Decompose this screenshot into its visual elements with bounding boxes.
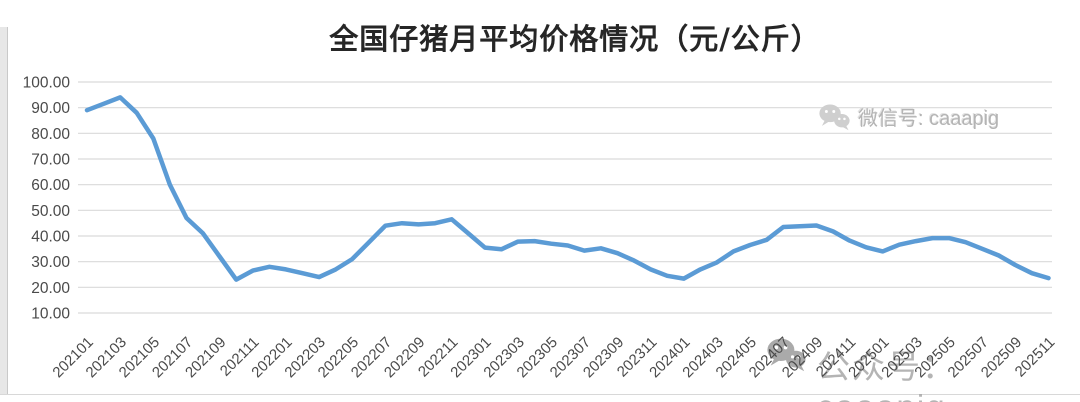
y-tick-label: 100.00 [23, 75, 71, 92]
watermark-top-text: 微信号: caaapig [858, 108, 1000, 130]
watermark-top: 微信号: caaapig [818, 102, 999, 131]
chart-bottom-border [0, 394, 1080, 395]
watermark-bottom-text: 公众号：caaapig [816, 348, 957, 402]
y-tick-label: 10.00 [31, 306, 70, 323]
y-tick-label: 20.00 [31, 280, 70, 297]
y-tick-label: 60.00 [31, 177, 70, 194]
y-tick-label: 80.00 [31, 126, 70, 143]
wechat-icon [767, 338, 806, 372]
y-tick-label: 30.00 [31, 254, 70, 271]
price-line [84, 95, 1051, 282]
y-tick-label: 70.00 [31, 152, 70, 169]
y-tick-label: 50.00 [31, 203, 70, 220]
y-tick-label: 90.00 [31, 100, 70, 117]
chart-title: 全国仔猪月平均价格情况（元/公斤） [329, 22, 821, 56]
y-tick-label: 40.00 [31, 229, 70, 246]
window-edge-strip [0, 27, 8, 394]
watermark-bottom: 公众号：caaapig [766, 336, 1080, 402]
wechat-icon [819, 103, 850, 130]
